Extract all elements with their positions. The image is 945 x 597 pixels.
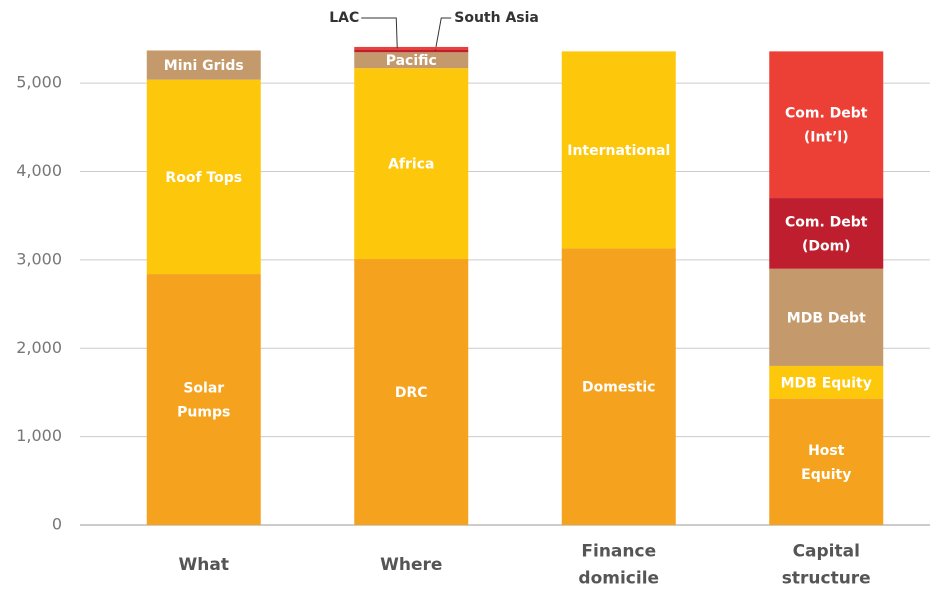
segment-label: Pacific (386, 53, 437, 69)
callout-line (361, 17, 398, 49)
segment-label: MDB Equity (781, 375, 872, 391)
segment-label: MDB Debt (787, 310, 866, 326)
segment-label: Solar Pumps (177, 381, 230, 421)
segment-label: Roof Tops (165, 170, 242, 186)
bar-segment (561, 248, 676, 525)
segment-label: Com. Debt (Int’l) (785, 106, 868, 146)
segment-label: DRC (395, 385, 428, 401)
callout-label: LAC (329, 10, 359, 26)
y-tick-label: 2,000 (16, 338, 62, 357)
bar-segment (146, 50, 261, 80)
y-tick-label: 1,000 (16, 426, 62, 445)
bar-segment (354, 68, 469, 260)
bar-segment (769, 398, 884, 525)
bar-segment (354, 259, 469, 525)
y-tick-label: 3,000 (16, 249, 62, 268)
y-tick-label: 0 (52, 515, 62, 534)
bar-segment (769, 268, 884, 366)
x-tick-label: Finance domicile (578, 542, 659, 589)
bar-segment (354, 49, 469, 53)
segment-label: Domestic (582, 380, 655, 396)
segment-label: Africa (388, 157, 434, 173)
segment-label: Mini Grids (164, 58, 244, 74)
segment-label: International (567, 143, 670, 159)
bar-segment (354, 46, 469, 50)
bar-segment (561, 51, 676, 249)
y-tick-label: 4,000 (16, 161, 62, 180)
bar-segment (769, 365, 884, 399)
bar-segment (146, 79, 261, 275)
segment-label: Host Equity (801, 443, 851, 483)
y-tick-label: 5,000 (16, 73, 62, 92)
segment-label: Com. Debt (Dom) (785, 214, 868, 254)
bar-segment (769, 198, 884, 269)
bar-segment (146, 274, 261, 525)
bar-segment (354, 52, 469, 69)
callout-label: South Asia (454, 10, 539, 26)
x-tick-label: Where (380, 555, 442, 575)
bar-segment (769, 51, 884, 199)
x-tick-label: Capital structure (782, 542, 871, 589)
callout-line (434, 17, 452, 52)
x-tick-label: What (179, 555, 229, 575)
